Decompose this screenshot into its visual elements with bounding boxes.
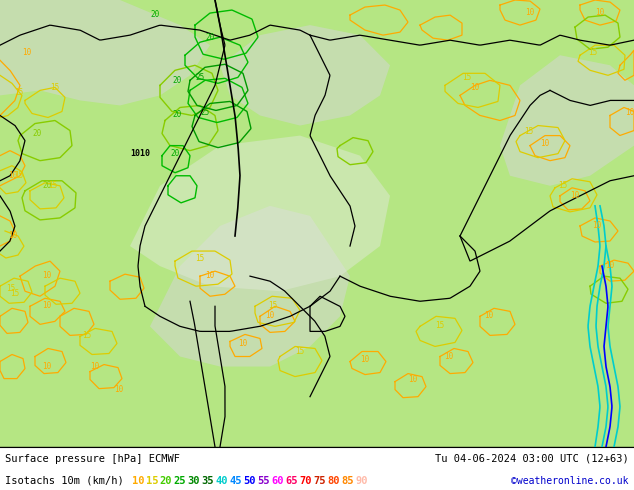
Text: 10: 10 <box>8 171 17 180</box>
Text: 50: 50 <box>243 475 256 486</box>
Text: 75: 75 <box>313 475 326 486</box>
Text: 1010: 1010 <box>130 148 150 158</box>
Text: 10: 10 <box>42 271 51 280</box>
Text: Tu 04-06-2024 03:00 UTC (12+63): Tu 04-06-2024 03:00 UTC (12+63) <box>435 454 629 464</box>
Text: 15: 15 <box>10 289 19 298</box>
Text: 20: 20 <box>150 10 159 19</box>
Text: 10: 10 <box>484 311 493 320</box>
Text: 10: 10 <box>42 362 51 370</box>
Text: 10: 10 <box>570 191 579 200</box>
Text: 20: 20 <box>160 475 172 486</box>
Text: 15: 15 <box>195 254 204 263</box>
Text: 25: 25 <box>174 475 186 486</box>
Text: Surface pressure [hPa] ECMWF: Surface pressure [hPa] ECMWF <box>5 454 180 464</box>
Text: 10: 10 <box>205 271 214 280</box>
Text: 10: 10 <box>238 340 247 348</box>
Text: 25: 25 <box>195 74 204 82</box>
Text: 15: 15 <box>50 83 59 93</box>
Text: 60: 60 <box>271 475 284 486</box>
Text: 20: 20 <box>172 76 181 85</box>
Text: 20: 20 <box>205 33 214 42</box>
Text: 10: 10 <box>470 83 479 93</box>
Text: 30: 30 <box>188 475 200 486</box>
Text: 55: 55 <box>257 475 270 486</box>
Text: 15: 15 <box>295 347 304 357</box>
Text: 35: 35 <box>202 475 214 486</box>
Text: 15: 15 <box>558 181 567 190</box>
Text: 80: 80 <box>327 475 340 486</box>
Text: 65: 65 <box>285 475 298 486</box>
Text: 10: 10 <box>265 311 275 320</box>
Text: 20: 20 <box>42 181 51 190</box>
Text: 10: 10 <box>408 375 417 384</box>
Text: 20: 20 <box>170 148 179 158</box>
Text: 70: 70 <box>299 475 312 486</box>
Text: 10: 10 <box>525 8 534 17</box>
Text: 45: 45 <box>230 475 242 486</box>
Text: 25: 25 <box>200 108 209 118</box>
Text: Isotachs 10m (km/h): Isotachs 10m (km/h) <box>5 475 130 486</box>
Text: 15: 15 <box>588 48 597 57</box>
Text: 10: 10 <box>114 385 123 393</box>
Text: 15: 15 <box>462 74 471 82</box>
Text: 15: 15 <box>14 88 23 98</box>
Text: 10: 10 <box>540 139 549 147</box>
Text: 10: 10 <box>42 301 51 310</box>
Text: 10: 10 <box>444 351 453 361</box>
Text: 10: 10 <box>592 221 601 230</box>
Text: 15: 15 <box>435 321 444 330</box>
Text: 15: 15 <box>524 126 533 136</box>
Text: 15: 15 <box>82 331 91 341</box>
Text: 10: 10 <box>625 108 634 118</box>
Text: 15: 15 <box>6 284 15 293</box>
Text: 10: 10 <box>22 48 31 57</box>
Text: 15: 15 <box>14 171 23 180</box>
Text: 20: 20 <box>172 110 181 120</box>
Text: 10: 10 <box>90 362 100 370</box>
Text: 20: 20 <box>32 128 41 138</box>
Text: 10: 10 <box>605 261 614 270</box>
Text: 10: 10 <box>8 231 17 240</box>
Text: 90: 90 <box>355 475 368 486</box>
Text: 15: 15 <box>48 181 57 190</box>
Text: 10: 10 <box>132 475 145 486</box>
Text: 15: 15 <box>146 475 158 486</box>
Text: 10: 10 <box>595 8 604 17</box>
Text: ©weatheronline.co.uk: ©weatheronline.co.uk <box>512 475 629 486</box>
Text: 10: 10 <box>360 355 369 364</box>
Text: 85: 85 <box>341 475 354 486</box>
Text: 15: 15 <box>268 301 277 310</box>
Text: 40: 40 <box>216 475 228 486</box>
